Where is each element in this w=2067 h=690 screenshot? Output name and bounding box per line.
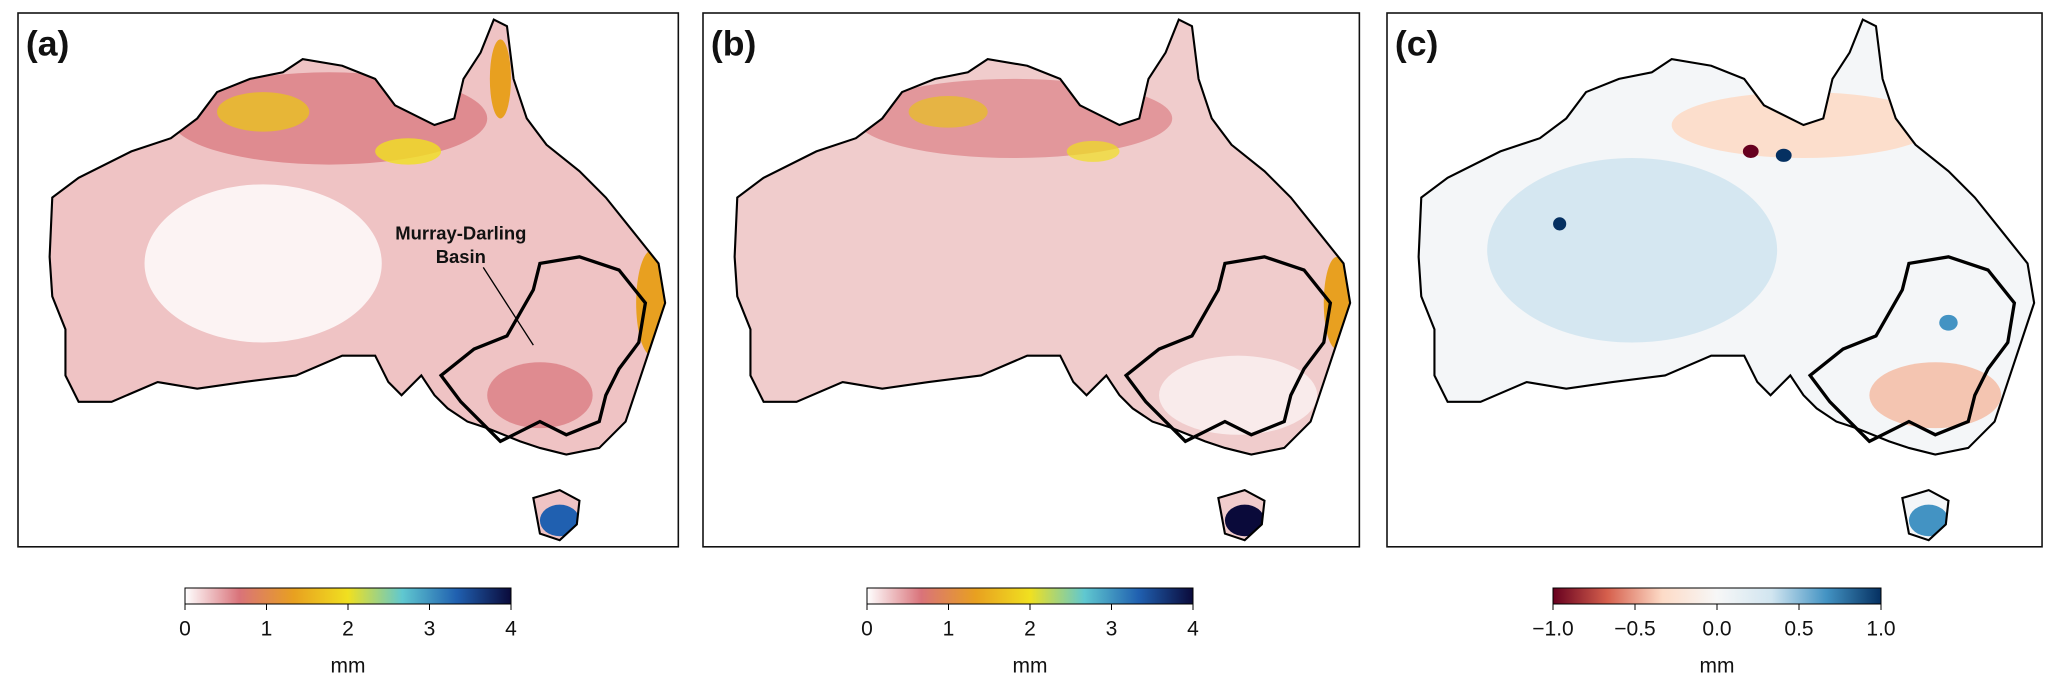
colorbar-tick-label: 0 bbox=[179, 618, 191, 641]
colorbar-tick-label: 1 bbox=[261, 618, 273, 641]
colorbar-tick-label: −1.0 bbox=[1532, 618, 1573, 641]
annotation: Basin bbox=[436, 246, 486, 267]
map-panel: (c) bbox=[1386, 12, 2043, 548]
colorbar-tick-label: 3 bbox=[1106, 618, 1118, 641]
colorbar-tick-label: 1.0 bbox=[1866, 618, 1895, 641]
colorbar-tick-label: 0.5 bbox=[1784, 618, 1813, 641]
panel-label: (a) bbox=[26, 23, 69, 63]
map-panel: (b) bbox=[702, 12, 1361, 548]
colorbar bbox=[184, 587, 512, 605]
colorbar-tick-label: −0.5 bbox=[1614, 618, 1655, 641]
colorbar bbox=[1552, 587, 1882, 605]
colorbar-tick-label: 4 bbox=[505, 618, 517, 641]
panel-label: (b) bbox=[711, 23, 756, 63]
colorbar-tick-label: 2 bbox=[342, 618, 354, 641]
colorbar-label: mm bbox=[1013, 655, 1048, 678]
colorbar-label: mm bbox=[1700, 655, 1735, 678]
colorbar-tick-label: 2 bbox=[1024, 618, 1036, 641]
colorbar-label: mm bbox=[331, 655, 366, 678]
colorbar-tick-label: 4 bbox=[1187, 618, 1199, 641]
colorbar bbox=[866, 587, 1194, 605]
annotation: Murray-Darling bbox=[395, 222, 526, 243]
colorbar-tick-label: 0.0 bbox=[1702, 618, 1731, 641]
colorbar-tick-label: 3 bbox=[424, 618, 436, 641]
colorbar-tick-label: 0 bbox=[861, 618, 873, 641]
map-panel: Murray-Darling Basin (a) bbox=[17, 12, 680, 548]
panel-label: (c) bbox=[1395, 23, 1438, 63]
leader-line bbox=[482, 267, 534, 346]
colorbar-tick-label: 1 bbox=[943, 618, 955, 641]
